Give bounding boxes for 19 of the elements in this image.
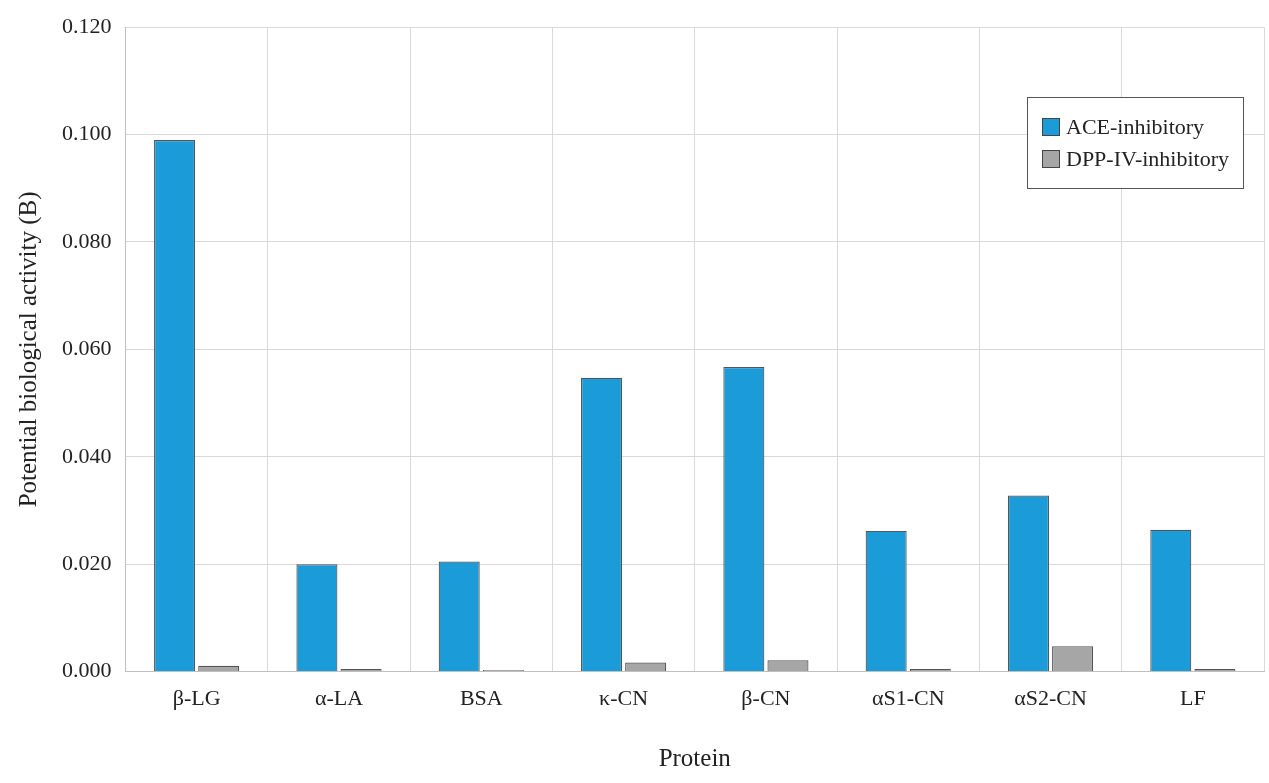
x-tick-label: αS1-CN xyxy=(871,684,945,710)
x-tick-label: BSA xyxy=(459,684,503,710)
y-tick-label: 0.040 xyxy=(62,442,112,468)
y-tick-label: 0.100 xyxy=(62,120,112,146)
x-tick-label: α-LA xyxy=(314,684,364,710)
y-tick-label: 0.020 xyxy=(62,549,112,575)
y-tick-label: 0.120 xyxy=(62,12,112,38)
y-tick-label: 0.080 xyxy=(62,227,112,253)
x-tick-label: αS2-CN xyxy=(1014,684,1087,710)
x-tick-label: LF xyxy=(1180,684,1206,710)
legend-label: DPP-IV-inhibitory xyxy=(1066,146,1229,173)
y-axis-title: Potential biological activity (B) xyxy=(13,191,42,508)
legend-label: ACE-inhibitory xyxy=(1066,114,1205,141)
y-tick-label: 0.060 xyxy=(62,335,112,361)
x-axis-title: Protein xyxy=(658,743,732,771)
x-tick-label: β-CN xyxy=(741,684,791,710)
x-tick-label: β-LG xyxy=(172,684,221,710)
x-tick-label: κ-CN xyxy=(599,684,649,710)
y-tick-label: 0.000 xyxy=(62,657,112,683)
